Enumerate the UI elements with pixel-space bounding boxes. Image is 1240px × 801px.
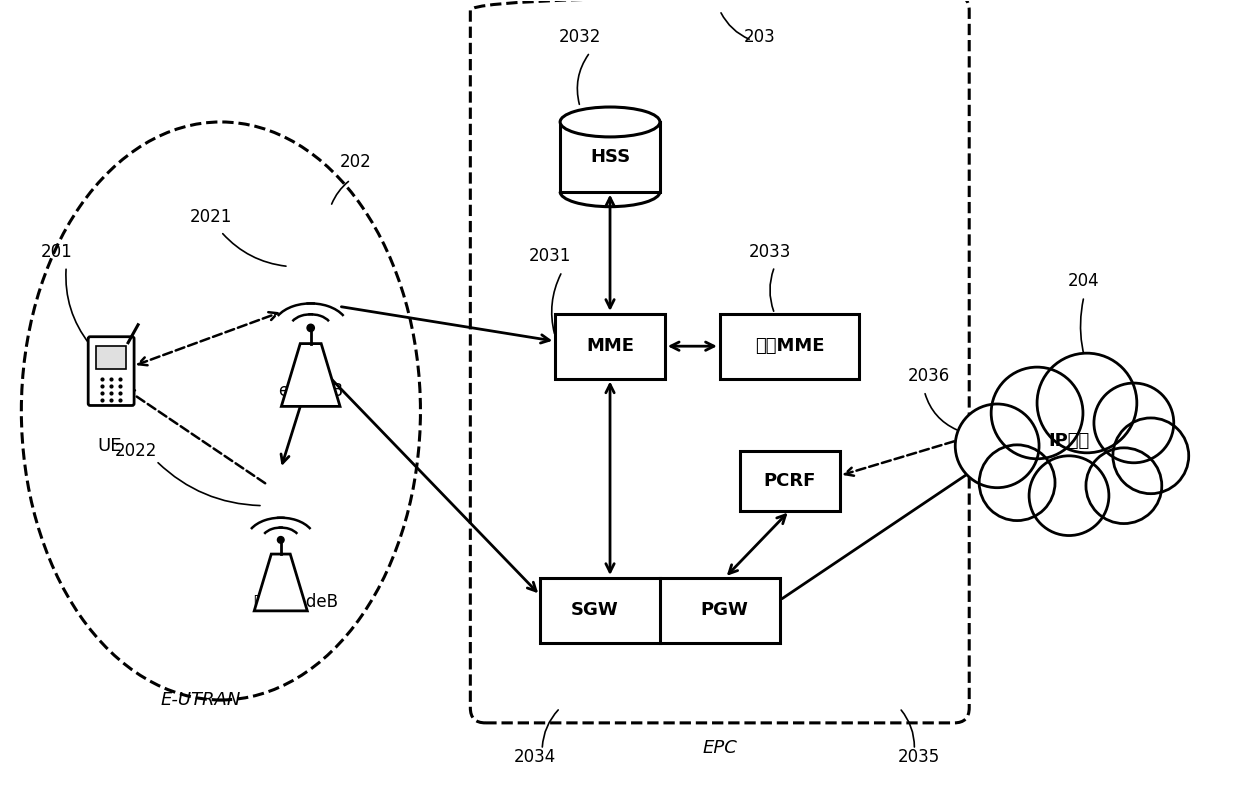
Circle shape <box>955 404 1039 488</box>
Bar <box>560 122 660 191</box>
FancyBboxPatch shape <box>88 336 134 405</box>
Bar <box>740 451 839 510</box>
Text: 其它eNodeB: 其它eNodeB <box>253 594 339 611</box>
Text: PCRF: PCRF <box>764 472 816 489</box>
Polygon shape <box>254 554 308 611</box>
Circle shape <box>1037 353 1137 453</box>
Text: 204: 204 <box>1068 272 1100 291</box>
Text: 2034: 2034 <box>515 748 557 766</box>
Text: 201: 201 <box>41 243 72 260</box>
Text: E-UTRAN: E-UTRAN <box>161 691 241 709</box>
Text: PGW: PGW <box>701 602 749 619</box>
Text: EPC: EPC <box>702 739 738 757</box>
Text: UE: UE <box>97 437 122 455</box>
Text: 其它MME: 其它MME <box>755 337 825 355</box>
Text: 2036: 2036 <box>908 367 950 385</box>
Text: 2031: 2031 <box>529 248 572 265</box>
Text: SGW: SGW <box>572 602 619 619</box>
Text: 2035: 2035 <box>898 748 940 766</box>
Circle shape <box>1086 448 1162 524</box>
Text: eNodeB: eNodeB <box>278 382 343 400</box>
Text: HSS: HSS <box>590 148 630 166</box>
Circle shape <box>308 324 315 332</box>
Text: 2033: 2033 <box>749 243 791 260</box>
Text: 2032: 2032 <box>559 28 601 46</box>
Circle shape <box>1029 456 1109 536</box>
Circle shape <box>278 537 284 543</box>
Text: 202: 202 <box>340 153 372 171</box>
Bar <box>541 578 780 642</box>
Text: IP业务: IP业务 <box>1048 432 1090 450</box>
Text: 203: 203 <box>744 28 775 46</box>
Bar <box>556 314 665 379</box>
Circle shape <box>1112 418 1189 493</box>
Text: 2022: 2022 <box>115 442 157 460</box>
Text: MME: MME <box>587 337 634 355</box>
Polygon shape <box>281 344 340 406</box>
Circle shape <box>991 367 1083 459</box>
Circle shape <box>980 445 1055 521</box>
Bar <box>97 347 125 369</box>
Text: 2021: 2021 <box>190 207 232 226</box>
Ellipse shape <box>560 107 660 137</box>
Circle shape <box>1094 383 1174 463</box>
Bar <box>719 314 859 379</box>
